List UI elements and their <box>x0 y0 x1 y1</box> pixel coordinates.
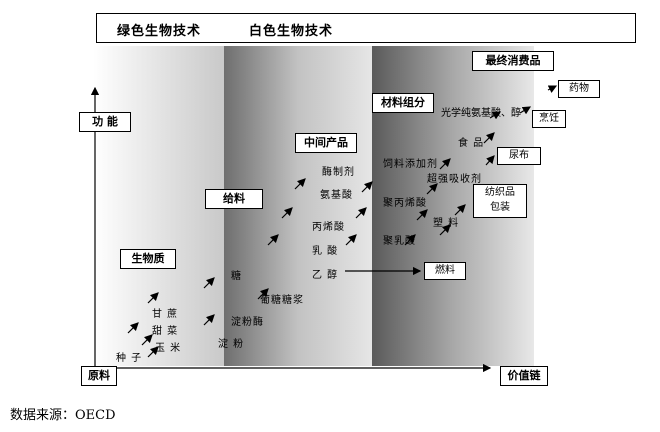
product-drugs: 药物 <box>558 80 600 98</box>
stage-biomass: 生物质 <box>120 249 176 269</box>
item-amylase: 淀粉酶 <box>231 317 264 328</box>
item-starch: 淀 粉 <box>218 339 245 350</box>
green-biotech-title: 绿色生物技术 <box>117 24 202 39</box>
item-acrylic-acid: 丙烯酸 <box>312 222 345 233</box>
item-polylactic-acid: 聚乳酸 <box>383 236 416 247</box>
product-textiles-packaging: 纺织品 包装 <box>473 184 527 218</box>
item-superabsorbent: 超强吸收剂 <box>427 174 482 185</box>
function-axis-label: 功 能 <box>79 112 131 132</box>
source-note: 数据来源：OECD <box>10 408 116 423</box>
product-diaper: 尿布 <box>497 147 541 165</box>
item-ethanol: 乙 醇 <box>312 270 339 281</box>
item-enzymes: 酶制剂 <box>322 167 355 178</box>
white-biotech-title: 白色生物技术 <box>249 24 334 39</box>
stage-feedstock: 给料 <box>205 189 263 209</box>
item-seeds: 种 子 <box>116 353 143 364</box>
item-sugar: 糖 <box>231 271 242 282</box>
item-glucose-syrup: 葡糖糖浆 <box>260 295 304 306</box>
item-optically-pure-amino-acids: 光学纯氨基酸、醇 <box>441 108 521 119</box>
item-food: 食 品 <box>458 138 485 149</box>
item-amino-acids: 氨基酸 <box>320 190 353 201</box>
band-biomass <box>93 46 224 366</box>
stage-materials: 材料组分 <box>372 93 434 113</box>
item-plastics: 塑 料 <box>433 218 460 229</box>
technology-header: 绿色生物技术 白色生物技术 <box>96 13 636 43</box>
item-sugarbeet: 甜 菜 <box>152 326 179 337</box>
item-corn: 玉 米 <box>155 343 182 354</box>
product-cooking: 烹饪 <box>532 110 566 128</box>
stage-consumer-products: 最终消费品 <box>472 51 554 71</box>
raw-material-label: 原料 <box>81 366 117 386</box>
item-feed-additives: 饲料添加剂 <box>383 159 438 170</box>
item-lactic-acid: 乳 酸 <box>312 246 339 257</box>
value-chain-label: 价值链 <box>500 366 548 386</box>
stage-intermediates: 中间产品 <box>295 133 357 153</box>
item-sugarcane: 甘 蔗 <box>152 309 179 320</box>
product-fuel: 燃料 <box>424 262 466 280</box>
item-polyacrylic-acid: 聚丙烯酸 <box>383 198 427 209</box>
